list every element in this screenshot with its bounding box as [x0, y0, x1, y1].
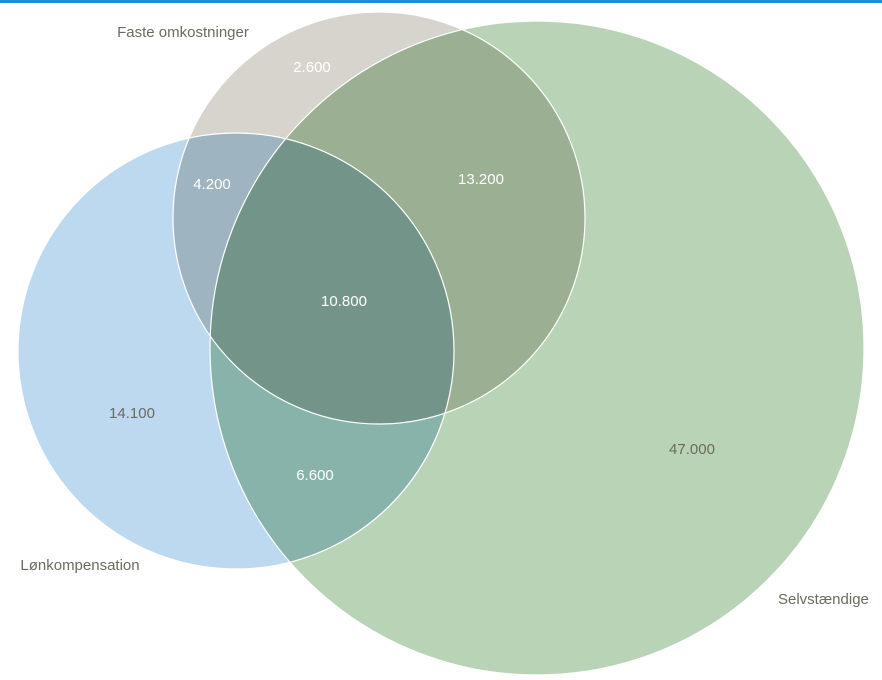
region-label: 4.200: [193, 176, 231, 193]
set-label: Selvstændige: [778, 591, 869, 608]
top-rule: [0, 0, 882, 3]
circles: [17, 11, 865, 676]
region-label: 14.100: [109, 405, 155, 422]
region-label: 13.200: [458, 171, 504, 188]
region-label: 2.600: [293, 59, 331, 76]
region-label: 6.600: [296, 467, 334, 484]
set-circle: [210, 21, 864, 675]
set-label: Lønkompensation: [20, 557, 139, 574]
set-label: Faste omkostninger: [117, 24, 249, 41]
set-outline: [172, 11, 586, 425]
region-label: 10.800: [321, 293, 367, 310]
region-label: 47.000: [669, 441, 715, 458]
set-outline: [17, 132, 455, 570]
labels: Faste omkostninger Lønkompensation Selvstæ…: [20, 24, 869, 608]
